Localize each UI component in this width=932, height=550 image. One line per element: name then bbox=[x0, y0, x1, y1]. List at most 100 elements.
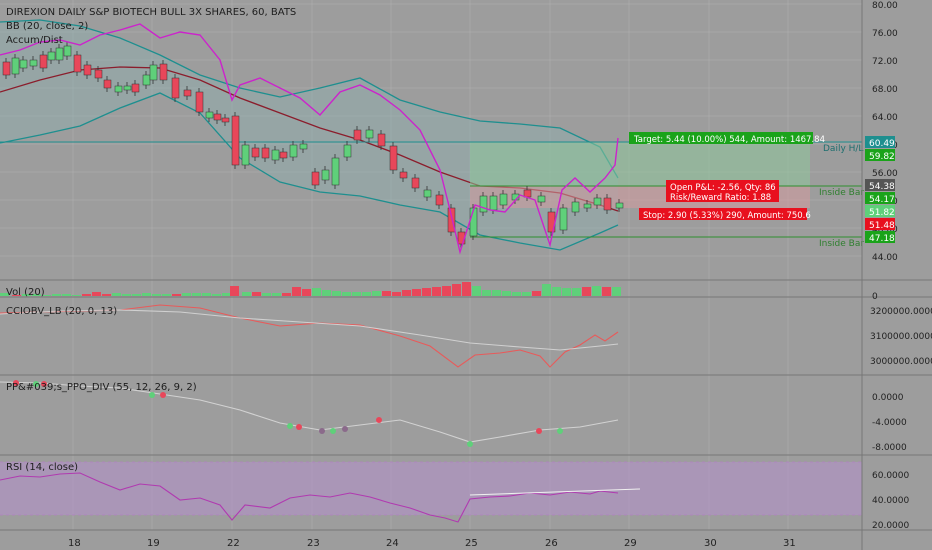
candlestick bbox=[251, 147, 260, 158]
time-axis-label: 24 bbox=[386, 538, 399, 549]
candlestick bbox=[123, 85, 132, 91]
volume-bar bbox=[522, 292, 531, 296]
price-tag-label: 51.48 bbox=[869, 221, 895, 231]
target-label[interactable]: Target: 5.44 (10.00%) 544, Amount: 1467.… bbox=[629, 132, 825, 145]
ppo-divergence-dot bbox=[342, 426, 348, 432]
rsi-pane-label[interactable]: RSI (14, close) bbox=[6, 462, 78, 473]
volume-bar bbox=[572, 288, 581, 296]
ppo-divergence-dot bbox=[160, 392, 166, 398]
candlestick bbox=[299, 143, 308, 150]
volume-bar bbox=[392, 292, 401, 296]
volume-bar bbox=[372, 291, 381, 296]
candlestick bbox=[213, 113, 222, 121]
time-axis[interactable]: 18 19 22 23 24 25 26 29 30 31 bbox=[68, 538, 796, 549]
candlestick bbox=[271, 149, 280, 161]
price-tag: 59.82 bbox=[865, 149, 895, 162]
vol-pane-label[interactable]: Vol (20) bbox=[6, 287, 45, 298]
inside-bar-label-1: Inside Bar bbox=[819, 188, 864, 198]
rsi-axis-label: 40.0000 bbox=[872, 496, 909, 506]
stop-label[interactable]: Stop: 2.90 (5.33%) 290, Amount: 750.6 bbox=[639, 208, 811, 221]
obv-axis-label: 3000000.0000 bbox=[870, 357, 932, 367]
obv-axis-label: 3200000.0000 bbox=[870, 307, 932, 317]
candlestick bbox=[311, 171, 320, 186]
candlestick bbox=[489, 195, 498, 211]
ppo-divergence-dot bbox=[149, 392, 155, 398]
ppo-divergence-dot bbox=[13, 380, 19, 386]
volume-bar bbox=[342, 292, 351, 296]
candlestick bbox=[279, 151, 288, 159]
rsi-pane bbox=[0, 461, 862, 523]
obv-pane bbox=[0, 304, 619, 368]
open-pl-text: Open P&L: -2.56, Qty: 86 bbox=[670, 183, 776, 193]
rsi-axis-label: 60.0000 bbox=[872, 471, 909, 481]
volume-bar bbox=[542, 284, 551, 296]
volume-bar bbox=[162, 294, 171, 296]
volume-bar bbox=[412, 289, 421, 296]
volume-bar bbox=[172, 294, 181, 296]
volume-bar bbox=[512, 292, 521, 296]
volume-bar bbox=[502, 291, 511, 296]
volume-bar bbox=[230, 286, 239, 296]
volume-bar bbox=[472, 286, 481, 296]
ppo-pane-label[interactable]: PP&#039;s_PPO_DIV (55, 12, 26, 9, 2) bbox=[6, 382, 197, 393]
candlestick bbox=[423, 189, 432, 198]
candlestick bbox=[231, 115, 240, 166]
price-tag: 60.49 bbox=[865, 136, 895, 149]
target-zone bbox=[470, 142, 810, 186]
obv-pane-label[interactable]: CCIOBV_LB (20, 0, 13) bbox=[6, 306, 117, 317]
candlestick bbox=[353, 129, 362, 141]
price-axis-label: 44.00 bbox=[872, 253, 898, 263]
candlestick bbox=[114, 85, 123, 93]
volume-bar bbox=[122, 294, 131, 296]
candlestick bbox=[205, 111, 214, 119]
candlestick bbox=[377, 133, 386, 147]
volume-bar bbox=[112, 293, 121, 296]
price-tag-label: 51.82 bbox=[869, 208, 895, 218]
ppo-divergence-dot bbox=[296, 424, 302, 430]
accum-dist-line bbox=[0, 23, 619, 255]
candlestick bbox=[389, 145, 398, 171]
volume-bar bbox=[422, 288, 431, 296]
volume-bar bbox=[252, 292, 261, 296]
price-axis-label: 80.00 bbox=[872, 1, 898, 11]
candlestick bbox=[241, 144, 250, 166]
candlestick bbox=[331, 157, 340, 186]
volume-bar bbox=[282, 293, 291, 296]
candlestick bbox=[399, 171, 408, 179]
grid-lines bbox=[0, 0, 862, 530]
candlestick bbox=[73, 54, 82, 73]
candlestick bbox=[537, 195, 546, 203]
volume-bar bbox=[92, 292, 101, 296]
ppo-divergence-dot bbox=[319, 428, 325, 434]
volume-bar bbox=[22, 294, 31, 296]
ppo-divergence-dot bbox=[287, 423, 293, 429]
open-pl-label[interactable]: Open P&L: -2.56, Qty: 86 Risk/Reward Rat… bbox=[666, 180, 779, 203]
symbol-title: DIREXION DAILY S&P BIOTECH BULL 3X SHARE… bbox=[6, 7, 296, 18]
candlestick bbox=[603, 197, 612, 211]
time-axis-label: 25 bbox=[465, 538, 478, 549]
price-tag: 54.17 bbox=[865, 192, 895, 205]
volume-bar bbox=[182, 293, 191, 296]
accum-dist-label[interactable]: Accum/Dist bbox=[6, 35, 63, 46]
bb-indicator-label[interactable]: BB (20, close, 2) bbox=[6, 21, 88, 32]
ppo-divergence-dot bbox=[557, 428, 563, 434]
volume-bar bbox=[152, 294, 161, 296]
volume-bar bbox=[62, 294, 71, 296]
candlestick bbox=[94, 69, 103, 79]
candlestick bbox=[159, 63, 168, 81]
candlestick bbox=[289, 144, 298, 158]
candlestick bbox=[47, 51, 56, 61]
candlestick bbox=[63, 45, 72, 57]
ppo-pane bbox=[0, 380, 619, 447]
time-axis-label: 30 bbox=[704, 538, 717, 549]
rsi-trendline[interactable] bbox=[469, 488, 641, 496]
volume-bar bbox=[32, 294, 41, 296]
ppo-divergence-dot bbox=[467, 441, 473, 447]
stop-label-text: Stop: 2.90 (5.33%) 290, Amount: 750.6 bbox=[643, 211, 811, 221]
obv-signal-line bbox=[0, 309, 619, 351]
price-tag-label: 47.18 bbox=[869, 234, 895, 244]
volume-bar bbox=[382, 291, 391, 296]
candlestick bbox=[583, 203, 592, 209]
ppo-divergence-dot bbox=[33, 381, 39, 387]
